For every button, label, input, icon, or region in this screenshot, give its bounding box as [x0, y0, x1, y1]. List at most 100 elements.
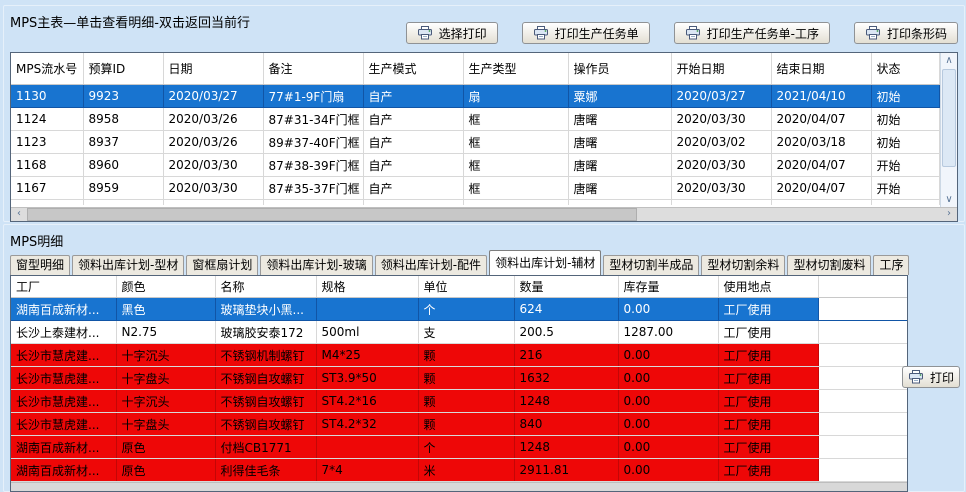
table-row[interactable]: 长沙市慧虎建... 十字沉头 不锈钢机制螺钉 M4*25 颗 216 0.00 工厂使用 — [11, 343, 907, 367]
print-button-label: 打印条形码 — [886, 26, 947, 41]
column-header[interactable]: 生产模式 — [363, 53, 464, 85]
detail-tab[interactable]: 领料出库计划-玻璃 — [260, 255, 373, 275]
column-header[interactable]: 库存量 — [618, 276, 719, 298]
cell: 0.00 — [618, 297, 719, 321]
master-grid: MPS流水号 预算ID 日期 备注 生产模式 生产类型 操作员 开始日期 结束日期 状态 1130… — [10, 52, 958, 222]
column-header[interactable]: 工厂 — [11, 276, 117, 298]
column-header[interactable]: 规格 — [316, 276, 419, 298]
column-header[interactable]: 日期 — [163, 53, 264, 85]
column-header[interactable]: 数量 — [514, 276, 619, 298]
column-header[interactable]: 单位 — [418, 276, 515, 298]
detail-panel: MPS明细 窗型明细 领料出库计划-型材 窗框扇计划 领料出库计划-玻璃 领料出库计划-… — [3, 224, 965, 492]
table-row[interactable]: 湖南百成新材... 原色 利得佳毛条 7*4 米 2911.81 0.00 工厂使用 — [11, 458, 907, 482]
column-header[interactable]: 状态 — [871, 53, 940, 85]
table-row[interactable]: 湖南百成新材... 原色 付档CB1771 个 1248 0.00 工厂使用 — [11, 435, 907, 459]
cell: 颗 — [418, 343, 515, 367]
detail-tab[interactable]: 领料出库计划-型材 — [72, 255, 185, 275]
cell: 工厂使用 — [718, 320, 819, 344]
detail-tab[interactable]: 窗框扇计划 — [186, 255, 259, 275]
cell: 工厂使用 — [718, 366, 819, 390]
detail-tab[interactable]: 领料出库计划-配件 — [374, 255, 488, 275]
print-button[interactable]: 打印生产任务单-工序 — [673, 22, 830, 44]
print-button[interactable]: 打印条形码 — [853, 22, 958, 44]
detail-tab[interactable]: 领料出库计划-辅材 — [489, 250, 602, 275]
cell: 1130 — [11, 84, 84, 108]
table-row[interactable]: 1124 8958 2020/03/26 87#31-34F门框 自产框唐曙 2020/0… — [11, 107, 940, 131]
column-header[interactable]: 开始日期 — [671, 53, 772, 85]
table-row[interactable]: 1167 8959 2020/03/30 87#35-37F门框 自产框唐曙 2020/0… — [11, 176, 940, 200]
vertical-scrollbar[interactable]: ∧ ∨ — [940, 53, 957, 208]
table-row[interactable]: 1130 9923 2020/03/27 77#1-9F门扇 自产扇粟娜 2020/03/… — [11, 84, 940, 108]
cell: 工厂使用 — [718, 297, 819, 321]
cell: M4*25 — [316, 343, 419, 367]
detail-tab[interactable]: 型材切割余料 — [701, 255, 786, 275]
column-header[interactable]: 操作员 — [568, 53, 672, 85]
column-header[interactable]: 生产类型 — [463, 53, 569, 85]
scroll-left-icon[interactable]: ‹ — [17, 208, 21, 219]
cell: 付档CB1771 — [215, 435, 317, 459]
header-filler — [818, 276, 907, 298]
cell: 87#38-39F门框 — [263, 153, 364, 177]
cell: 2020/04/07 — [771, 176, 872, 200]
cell: 1167 — [11, 176, 84, 200]
cell: 自产 — [363, 130, 464, 154]
cell — [568, 199, 672, 205]
column-header[interactable]: 名称 — [215, 276, 317, 298]
detail-tab[interactable]: 型材切割废料 — [787, 255, 872, 275]
scroll-up-icon[interactable]: ∧ — [945, 55, 953, 66]
column-header[interactable]: 颜色 — [116, 276, 216, 298]
table-row[interactable]: 长沙市慧虎建... 十字沉头 不锈钢自攻螺钉 ST4.2*16 颗 1248 0.00 工厂使… — [11, 389, 907, 413]
cell: 长沙市慧虎建... — [11, 366, 117, 390]
table-row[interactable]: 湖南百成新材... 黑色 玻璃垫块小黑... 个 624 0.00 工厂使用 — [11, 297, 907, 321]
table-row[interactable]: 1168 8960 2020/03/30 87#38-39F门框 自产框唐曙 2020/0… — [11, 153, 940, 177]
print-button[interactable]: 选择打印 — [405, 22, 498, 44]
print-button[interactable]: 打印生产任务单 — [521, 22, 650, 44]
printer-icon — [685, 26, 700, 40]
column-header[interactable]: MPS流水号 — [11, 53, 84, 85]
cell: 玻璃垫块小黑... — [215, 297, 317, 321]
column-header[interactable]: 预算ID — [83, 53, 164, 85]
cell: 唐曙 — [568, 130, 672, 154]
scrollbar-thumb[interactable] — [27, 208, 637, 221]
column-header[interactable]: 结束日期 — [771, 53, 872, 85]
cell: 8958 — [83, 107, 164, 131]
horizontal-scrollbar[interactable] — [11, 482, 907, 491]
cell: 2020/03/27 — [163, 84, 264, 108]
cell-filler — [818, 458, 907, 482]
table-row[interactable]: 长沙上泰建材... N2.75 玻璃胶安泰172 500ml 支 200.5 1287.00… — [11, 320, 907, 344]
cell: 十字沉头 — [116, 343, 216, 367]
cell: 十字沉头 — [116, 389, 216, 413]
table-row-partial — [11, 199, 940, 205]
cell — [263, 199, 364, 205]
column-header[interactable]: 使用地点 — [718, 276, 819, 298]
cell: 粟娜 — [568, 84, 672, 108]
cell: 2020/03/26 — [163, 107, 264, 131]
cell: ST4.2*16 — [316, 389, 419, 413]
cell: ST4.2*32 — [316, 412, 419, 436]
table-row[interactable]: 长沙市慧虎建... 十字盘头 不锈钢自攻螺钉 ST4.2*32 颗 840 0.00 工厂使用 — [11, 412, 907, 436]
horizontal-scrollbar[interactable]: ‹ › — [11, 207, 957, 221]
detail-tab[interactable]: 工序 — [873, 255, 910, 275]
cell: 2020/03/30 — [671, 107, 772, 131]
cell: 0.00 — [618, 412, 719, 436]
scrollbar-thumb[interactable] — [942, 69, 956, 167]
cell: 扇 — [463, 84, 569, 108]
detail-tab[interactable]: 型材切割半成品 — [603, 255, 700, 275]
cell: 黑色 — [116, 297, 216, 321]
cell: 框 — [463, 176, 569, 200]
cell — [463, 199, 569, 205]
table-row[interactable]: 1123 8937 2020/03/26 89#37-40F门框 自产框唐曙 2020/0… — [11, 130, 940, 154]
table-row[interactable]: 长沙市慧虎建... 十字盘头 不锈钢自攻螺钉 ST3.9*50 颗 1632 0.00 工厂使… — [11, 366, 907, 390]
column-header[interactable]: 备注 — [263, 53, 364, 85]
cell: 不锈钢自攻螺钉 — [215, 412, 317, 436]
cell: 2020/03/18 — [771, 130, 872, 154]
scroll-right-icon[interactable]: › — [947, 208, 951, 219]
master-title: MPS主表—单击查看明细-双击返回当前行 — [10, 16, 250, 31]
print-button[interactable]: 打印 — [902, 366, 960, 388]
detail-title: MPS明细 — [10, 235, 64, 250]
cell: 开始 — [871, 153, 940, 177]
master-header-row: MPS流水号 预算ID 日期 备注 生产模式 生产类型 操作员 开始日期 结束日期 状态 — [11, 53, 940, 85]
scroll-down-icon[interactable]: ∨ — [945, 194, 953, 205]
cell: 十字盘头 — [116, 366, 216, 390]
detail-tab[interactable]: 窗型明细 — [10, 255, 71, 275]
